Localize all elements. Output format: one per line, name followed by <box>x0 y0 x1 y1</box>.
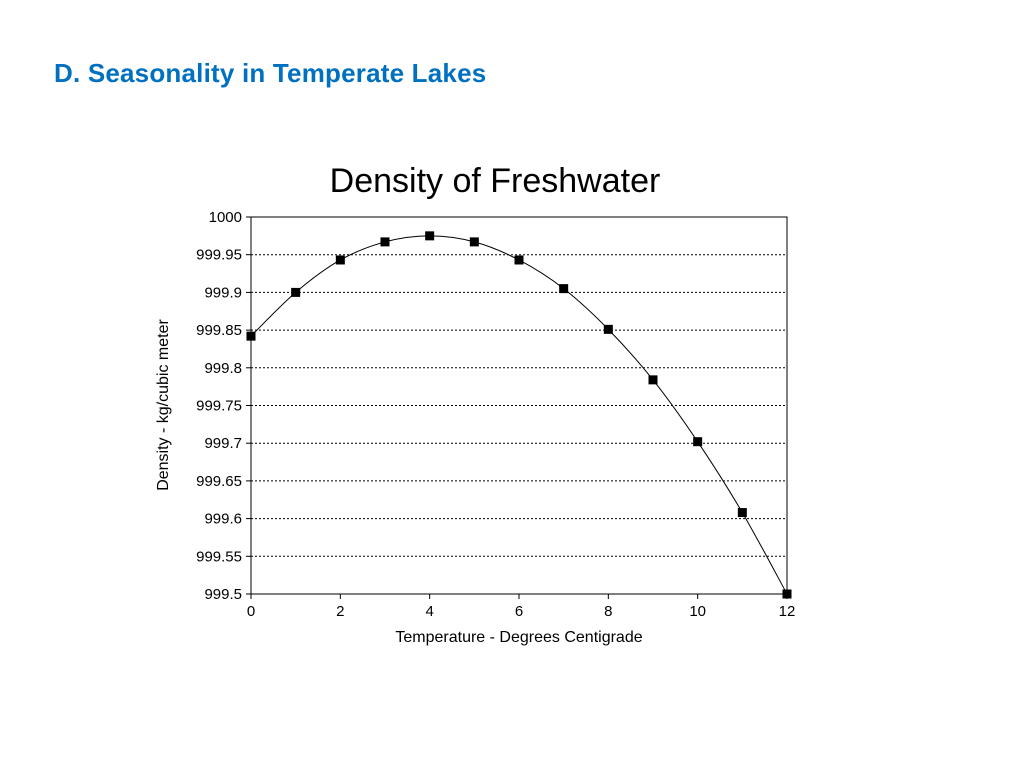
y-tick-label: 999.75 <box>196 398 242 415</box>
y-tick-label: 999.55 <box>196 548 242 565</box>
data-point <box>737 508 747 518</box>
data-point <box>246 331 256 341</box>
data-point <box>782 589 792 599</box>
series-line <box>250 235 788 595</box>
x-tick-label: 10 <box>689 603 706 620</box>
x-tick-label: 0 <box>247 603 255 620</box>
data-point <box>648 375 658 385</box>
grid-lines <box>251 254 787 557</box>
y-tick-label: 999.85 <box>196 322 242 339</box>
y-tick-label: 999.8 <box>204 360 242 377</box>
data-point <box>514 255 524 265</box>
y-tick-label: 999.5 <box>204 586 242 603</box>
x-tick-label: 4 <box>425 603 433 620</box>
data-point <box>291 287 301 297</box>
y-tick-label: 999.7 <box>204 435 242 452</box>
y-tick-label: 1000 <box>209 209 242 226</box>
data-point <box>380 237 390 247</box>
y-tick-label: 999.95 <box>196 247 242 264</box>
data-point <box>693 437 703 447</box>
slide-title: D. Seasonality in Temperate Lakes <box>54 58 487 88</box>
data-point <box>559 284 569 294</box>
y-axis-label: Density - kg/cubic meter <box>155 319 172 491</box>
x-tick-label: 2 <box>336 603 344 620</box>
x-tick-label: 12 <box>779 603 796 620</box>
data-point <box>469 237 479 247</box>
data-point <box>603 324 613 334</box>
y-tick-label: 999.9 <box>204 284 242 301</box>
x-tick-label: 8 <box>604 603 612 620</box>
y-tick-label: 999.6 <box>204 511 242 528</box>
x-axis-label: Temperature - Degrees Centigrade <box>395 629 642 646</box>
axes: 1000 999.95 999.9 999.85 999.8 999.75 999.7 999… <box>196 209 795 620</box>
series <box>246 231 792 599</box>
y-tick-label: 999.65 <box>196 473 242 490</box>
x-tick-label: 6 <box>515 603 523 620</box>
chart-title: Density of Freshwater <box>330 162 661 200</box>
data-point <box>335 255 345 265</box>
data-point <box>425 231 435 241</box>
